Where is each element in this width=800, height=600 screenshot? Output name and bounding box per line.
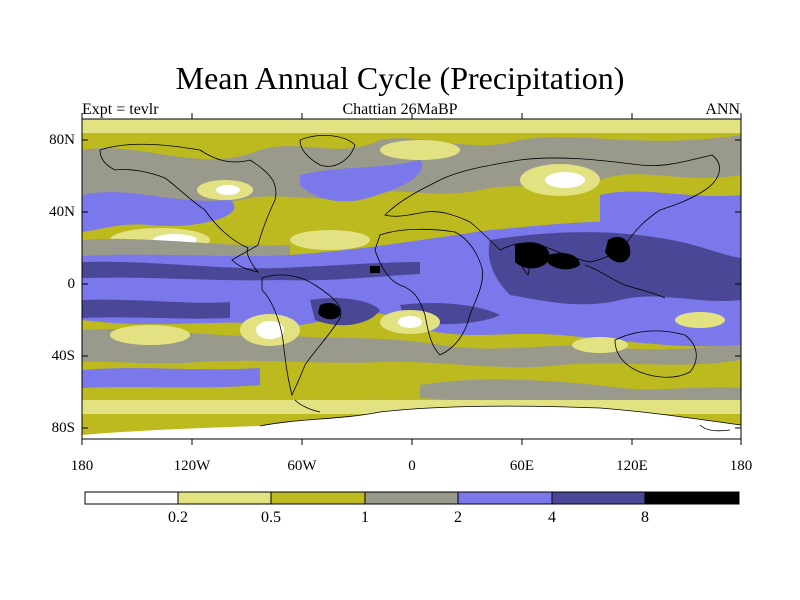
colorbar-box-0.5-1: [271, 492, 365, 504]
field-east-asia-max: [605, 236, 631, 263]
coast-se-asia: [584, 264, 666, 299]
lon-label-0: 0: [408, 458, 416, 474]
field-tropical-grey: [82, 238, 290, 256]
field-amazon-max: [318, 303, 341, 320]
field-s-pacific-dark: [82, 299, 230, 319]
colorbar-box-2-4: [458, 492, 552, 504]
colorbar-box-gt-8: [645, 492, 739, 504]
field-arctic-light: [82, 119, 741, 133]
season-label: ANN: [705, 101, 740, 118]
field-indo-pacific-dark: [488, 232, 741, 305]
coast-eurasia: [384, 154, 720, 263]
lon-label-120w: 120W: [173, 458, 211, 474]
coast-greenland: [299, 135, 356, 167]
field-itcz-dark: [82, 261, 420, 281]
colorbar-box-1-2: [365, 492, 458, 504]
lat-label-80n: 80N: [49, 132, 75, 148]
colorbar-box-0.2-0.5: [178, 492, 271, 504]
colorbar-label-1: 1: [361, 509, 369, 526]
colorbar-label-8: 8: [641, 509, 649, 526]
colorbar-label-0.2: 0.2: [168, 509, 188, 526]
lon-label-60w: 60W: [287, 458, 317, 474]
precipitation-field: [82, 119, 741, 439]
colorbar-box-lt-0.2: [85, 492, 178, 504]
lon-label-180e: 180: [729, 458, 753, 474]
coast-australia: [614, 330, 697, 378]
field-s-mid-purple: [82, 368, 260, 388]
lat-label-0: 0: [67, 276, 76, 292]
field-north-atlantic-purple: [300, 160, 422, 202]
axis-ticks: [81, 113, 742, 445]
period-label: Chattian 26MaBP: [342, 101, 458, 118]
field-antarctica-dry: [82, 406, 741, 439]
colorbar-label-0.5: 0.5: [261, 509, 281, 526]
coast-india: [514, 244, 530, 276]
coast-antarctica: [259, 405, 741, 427]
coast-north-america: [99, 143, 277, 273]
colorbar-label-2: 2: [454, 509, 462, 526]
experiment-label: Expt = tevlr: [82, 101, 159, 118]
lat-label-40s: 40S: [51, 348, 75, 364]
lon-label-180w: 180: [70, 458, 94, 474]
map-title: Mean Annual Cycle (Precipitation): [175, 60, 625, 96]
field-north-pacific-purple: [82, 192, 235, 232]
lon-label-120e: 120E: [616, 458, 648, 474]
coast-africa: [374, 228, 483, 356]
coast-south-america: [261, 274, 342, 397]
colorbar-label-4: 4: [548, 509, 556, 526]
lon-label-60e: 60E: [509, 458, 535, 474]
field-india-max: [515, 242, 550, 269]
colorbar-box-4-8: [552, 492, 645, 504]
colorbar: [84, 491, 740, 505]
lat-label-40n: 40N: [49, 204, 75, 220]
coastlines: [99, 135, 741, 432]
lat-label-80s: 80S: [51, 420, 75, 436]
